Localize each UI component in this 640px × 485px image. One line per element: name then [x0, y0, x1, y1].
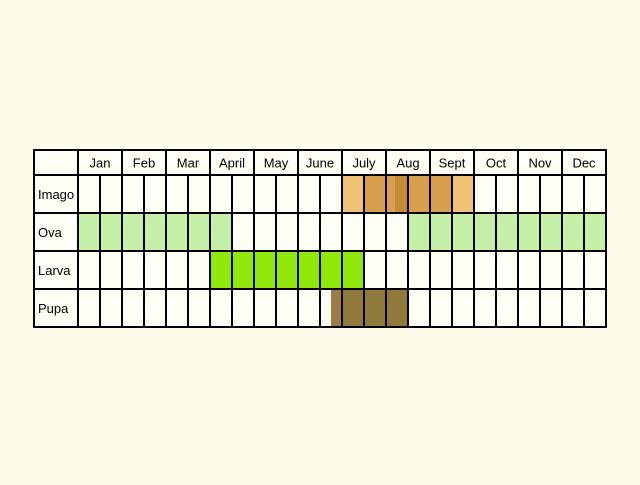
period-bar-ova-1: [408, 213, 606, 251]
month-label-oct: Oct: [486, 156, 507, 171]
month-label-april: April: [219, 156, 245, 171]
month-label-dec: Dec: [572, 156, 596, 171]
month-label-sept: Sept: [439, 156, 466, 171]
period-bar-pupa-1: [342, 289, 408, 327]
table-border: [33, 149, 607, 328]
stage-label-imago: Imago: [38, 187, 74, 202]
period-bar-larva-1: [342, 251, 364, 289]
month-label-july: July: [352, 156, 376, 171]
period-bar-imago-2: [386, 175, 395, 213]
month-label-june: June: [306, 156, 334, 171]
month-label-aug: Aug: [396, 156, 419, 171]
month-label-jan: Jan: [90, 156, 111, 171]
month-label-may: May: [264, 156, 289, 171]
period-bar-imago-0: [342, 175, 364, 213]
period-bar-imago-1: [364, 175, 386, 213]
period-bar-imago-5: [452, 175, 474, 213]
stage-label-larva: Larva: [38, 263, 71, 278]
stage-label-pupa: Pupa: [38, 301, 69, 316]
month-label-feb: Feb: [133, 156, 155, 171]
period-bar-ova-0: [78, 213, 232, 251]
period-bar-pupa-0: [331, 289, 342, 327]
period-bar-imago-3: [394, 175, 408, 213]
month-label-nov: Nov: [528, 156, 552, 171]
month-label-mar: Mar: [177, 156, 200, 171]
stage-label-ova: Ova: [38, 225, 63, 240]
